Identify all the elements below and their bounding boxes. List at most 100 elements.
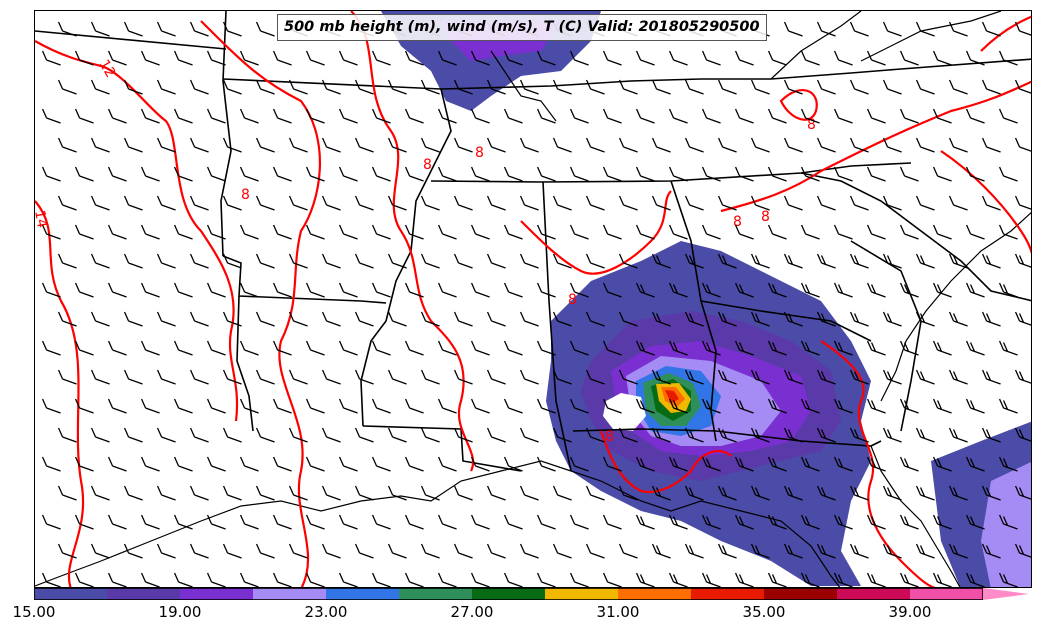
wind-barb	[486, 253, 506, 269]
boundary-line	[220, 11, 232, 257]
wind-barb	[453, 79, 473, 95]
wind-barb	[981, 79, 1001, 95]
wind-barb	[354, 485, 374, 501]
wind-barb	[239, 166, 259, 182]
wind-barb	[783, 311, 803, 327]
wind-barb	[684, 79, 704, 95]
wind-barb	[486, 195, 506, 211]
wind-barb	[866, 166, 886, 182]
wind-barb	[618, 79, 638, 95]
wind-barb	[189, 427, 209, 443]
wind-barb	[701, 456, 721, 472]
wind-barb	[156, 137, 176, 153]
wind-barb	[899, 398, 919, 414]
wind-barb	[519, 311, 539, 327]
wind-barb	[998, 514, 1018, 530]
wind-barb	[866, 340, 886, 356]
wind-barb	[585, 195, 605, 211]
wind-barb	[965, 398, 985, 414]
wind-barb	[536, 166, 556, 182]
wind-barb	[107, 282, 127, 298]
wind-barb	[948, 79, 968, 95]
wind-barb	[701, 514, 721, 530]
wind-barb	[74, 340, 94, 356]
wind-barb	[783, 79, 803, 95]
wind-barb	[189, 137, 209, 153]
wind-barb	[239, 224, 259, 240]
wind-barb	[635, 572, 655, 587]
wind-barb	[767, 514, 787, 530]
wind-barb	[783, 253, 803, 269]
temperature-contours	[35, 11, 1031, 587]
wind-barb	[74, 108, 94, 124]
wind-barb	[585, 485, 605, 501]
wind-barb	[338, 398, 358, 414]
wind-barb	[156, 21, 176, 37]
wind-barb	[123, 369, 143, 385]
wind-barb	[816, 543, 836, 559]
wind-barb	[569, 166, 589, 182]
wind-barb	[734, 456, 754, 472]
colorbar-segment	[910, 588, 983, 600]
wind-barb	[90, 137, 110, 153]
coastline	[35, 460, 841, 587]
wind-barb	[74, 50, 94, 66]
wind-barb	[552, 543, 572, 559]
wind-barb	[552, 427, 572, 443]
colorbar-segment	[399, 588, 472, 600]
wind-barb	[189, 485, 209, 501]
wind-barb	[882, 195, 902, 211]
wind-barb	[486, 79, 506, 95]
wind-barb	[701, 398, 721, 414]
wind-barb	[41, 514, 61, 530]
wind-barb	[965, 572, 985, 587]
wind-barb	[338, 572, 358, 587]
wind-barb	[437, 224, 457, 240]
wind-barb	[354, 543, 374, 559]
wind-barb	[800, 340, 820, 356]
wind-barb	[602, 340, 622, 356]
wind-barb	[767, 108, 787, 124]
wind-barb	[899, 108, 919, 124]
wind-barb	[123, 311, 143, 327]
contour-label: 12	[96, 57, 119, 80]
wind-barb	[239, 340, 259, 356]
contour-8-ne	[779, 89, 818, 121]
wind-barb	[833, 166, 853, 182]
wind-barb	[717, 79, 737, 95]
wind-barb	[41, 166, 61, 182]
wind-barb	[866, 398, 886, 414]
wind-barb	[239, 456, 259, 472]
wind-barb	[519, 369, 539, 385]
wind-barb	[173, 108, 193, 124]
wind-barb	[882, 427, 902, 443]
wind-barb	[1014, 137, 1031, 152]
wind-barb	[41, 50, 61, 66]
wind-barb	[618, 369, 638, 385]
wind-barb	[173, 50, 193, 66]
wind-barb	[156, 543, 176, 559]
wind-barb	[932, 398, 952, 414]
contour-label: 8	[761, 209, 770, 225]
wind-barb	[288, 137, 308, 153]
wind-barb	[816, 21, 836, 37]
wind-barb	[189, 253, 209, 269]
wind-barb	[123, 485, 143, 501]
wind-barb	[371, 340, 391, 356]
colorbar-tick-label: 31.00	[596, 603, 640, 621]
wind-barb	[981, 427, 1001, 443]
wind-barb	[90, 369, 110, 385]
wind-barb	[800, 514, 820, 530]
wind-barb	[404, 572, 424, 587]
wind-barb	[882, 543, 902, 559]
wind-barb	[882, 21, 902, 37]
wind-barb	[734, 514, 754, 530]
wind-barb	[57, 311, 77, 327]
wind-barb	[140, 282, 160, 298]
wind-barb	[321, 485, 341, 501]
wind-barb	[272, 108, 292, 124]
wind-barb	[602, 456, 622, 472]
wind-barb	[833, 456, 853, 472]
wind-barb	[371, 108, 391, 124]
wind-barb	[767, 166, 787, 182]
